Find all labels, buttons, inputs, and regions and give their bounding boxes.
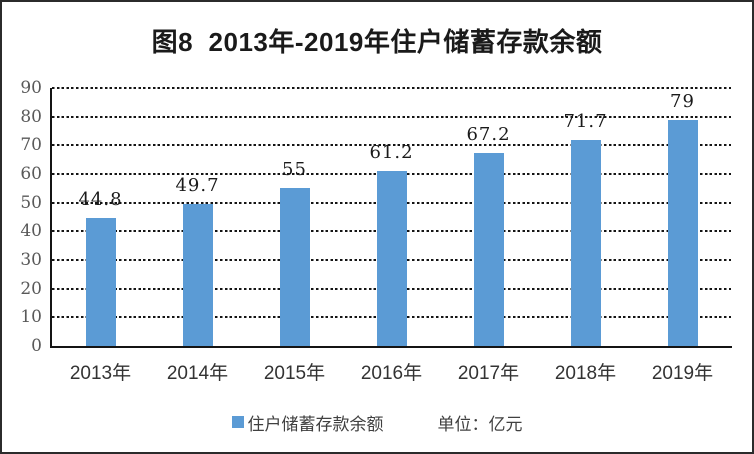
value-label-2017年: 67.2	[466, 124, 511, 146]
gridline-90	[52, 87, 731, 89]
value-label-2019年: 79	[670, 90, 695, 112]
y-tick-label-30: 30	[20, 250, 42, 270]
value-label-2013年: 44.8	[78, 188, 123, 210]
y-axis-line	[50, 88, 52, 348]
x-tick-label-2016年: 2016年	[360, 363, 423, 384]
y-tick-label-80: 80	[20, 106, 42, 127]
y-tick-label-90: 90	[20, 78, 42, 98]
y-tick-label-70: 70	[20, 135, 42, 156]
y-tick-label-0: 0	[31, 336, 42, 356]
x-tick-label-2018年: 2018年	[554, 363, 617, 384]
x-tick-label-2017年: 2017年	[457, 363, 520, 384]
bar-2018年	[570, 140, 601, 346]
value-label-2014年: 49.7	[175, 174, 220, 196]
legend-swatch-icon	[231, 416, 244, 428]
gridline-70	[52, 144, 731, 147]
x-axis-line	[50, 346, 732, 348]
legend-series-label: 住户储蓄存款余额	[247, 414, 384, 434]
unit-label: 单位：亿元	[437, 414, 523, 434]
y-tick-label-60: 60	[20, 164, 42, 184]
x-tick-label-2013年: 2013年	[69, 363, 132, 384]
gridline-80	[52, 115, 731, 118]
x-tick-label-2019年: 2019年	[651, 363, 714, 384]
y-tick-label-50: 50	[20, 192, 42, 213]
value-label-2018年: 71.7	[563, 111, 608, 133]
chart-title: 图8 2013年-2019年住户储蓄存款余额	[151, 27, 603, 57]
y-tick-label-20: 20	[20, 278, 42, 299]
bar-2017年	[473, 153, 504, 346]
bar-2014年	[182, 203, 213, 346]
value-label-2015年: 55	[282, 159, 307, 181]
x-tick-label-2015年: 2015年	[263, 363, 326, 384]
value-label-2016年: 61.2	[369, 141, 414, 163]
legend: 住户储蓄存款余额 单位：亿元	[2, 411, 752, 434]
x-tick-label-2014年: 2014年	[166, 363, 229, 384]
bar-2013年	[85, 217, 116, 346]
bar-2019年	[667, 119, 698, 346]
bar-2016年	[376, 170, 407, 346]
bar-2015年	[279, 188, 310, 346]
y-tick-label-40: 40	[20, 221, 42, 242]
y-tick-label-10: 10	[20, 307, 42, 328]
